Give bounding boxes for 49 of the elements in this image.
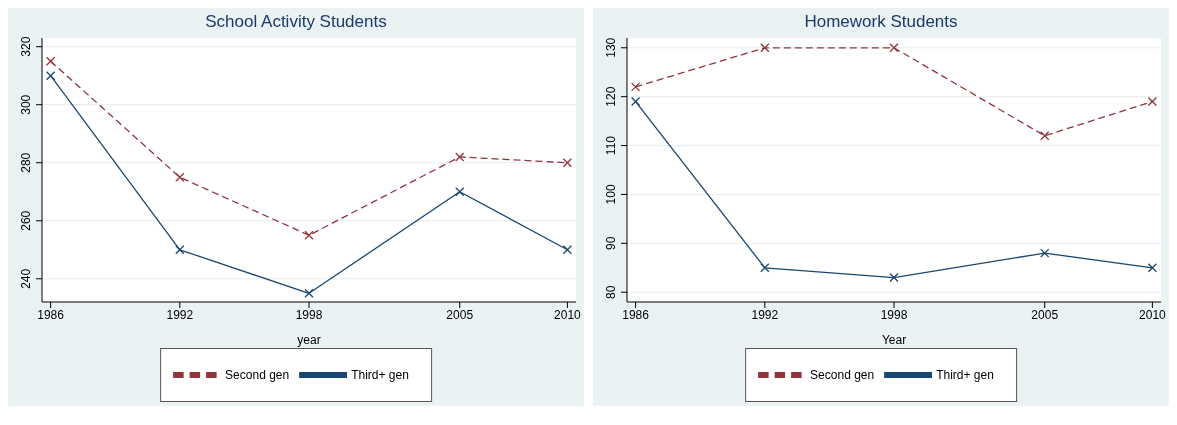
x-axis-title: Year xyxy=(881,333,907,347)
legend-label: Third+ gen xyxy=(936,368,994,383)
point xyxy=(562,245,573,255)
point xyxy=(562,158,573,168)
y-tick-label: 120 xyxy=(604,86,618,107)
x-tick-label: 2005 xyxy=(446,307,474,322)
x-tick-label: 1998 xyxy=(295,307,323,322)
point xyxy=(760,43,770,53)
point xyxy=(455,187,465,197)
point xyxy=(455,152,465,162)
y-tick-label: 300 xyxy=(19,94,33,115)
legend-label: Second gen xyxy=(810,368,875,383)
x-tick-label: 1992 xyxy=(751,307,779,322)
y-tick-label: 240 xyxy=(19,268,33,289)
x-axis-title: year xyxy=(297,333,321,347)
point xyxy=(1040,248,1050,258)
point xyxy=(45,71,56,81)
point xyxy=(889,272,899,283)
point xyxy=(630,82,641,92)
point xyxy=(45,56,56,66)
chart-title: Homework Students xyxy=(803,11,959,33)
y-tick-label: 320 xyxy=(19,36,33,57)
legend-label: Second gen xyxy=(225,368,290,383)
point xyxy=(175,172,185,182)
x-tick-label: 1998 xyxy=(880,307,908,322)
legend-label: Third+ gen xyxy=(351,368,409,383)
y-tick-label: 280 xyxy=(19,152,33,173)
y-tick-label: 260 xyxy=(19,210,33,231)
y-tick-label: 110 xyxy=(604,135,618,156)
x-tick-label: 1992 xyxy=(166,307,194,322)
point xyxy=(304,288,314,298)
point xyxy=(889,43,899,53)
y-tick-label: 130 xyxy=(604,37,618,58)
y-tick-label: 80 xyxy=(604,285,618,299)
x-tick-label: 2010 xyxy=(1139,307,1167,322)
chart-title: School Activity Students xyxy=(204,11,388,33)
x-tick-label: 2005 xyxy=(1031,307,1059,322)
point xyxy=(175,245,185,255)
x-tick-label: 1986 xyxy=(37,307,65,322)
y-tick-label: 90 xyxy=(604,236,618,251)
point xyxy=(630,96,641,107)
point xyxy=(1040,131,1050,141)
point xyxy=(1147,96,1158,107)
x-tick-label: 1986 xyxy=(622,307,650,322)
y-tick-label: 100 xyxy=(604,184,618,205)
point xyxy=(760,263,770,273)
x-tick-label: 2010 xyxy=(554,307,582,322)
point xyxy=(1147,263,1158,273)
point xyxy=(304,230,314,240)
